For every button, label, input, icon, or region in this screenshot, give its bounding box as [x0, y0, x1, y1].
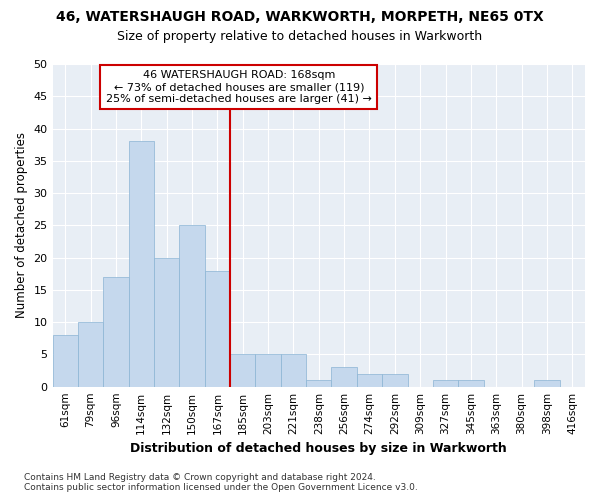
Bar: [230, 354, 256, 386]
Bar: [433, 380, 458, 386]
Bar: [154, 258, 179, 386]
Text: Contains HM Land Registry data © Crown copyright and database right 2024.
Contai: Contains HM Land Registry data © Crown c…: [24, 473, 418, 492]
Bar: [331, 368, 357, 386]
Bar: [281, 354, 306, 386]
Y-axis label: Number of detached properties: Number of detached properties: [15, 132, 28, 318]
Bar: [382, 374, 407, 386]
Bar: [53, 335, 78, 386]
Bar: [534, 380, 560, 386]
Bar: [103, 277, 128, 386]
Bar: [458, 380, 484, 386]
Text: Size of property relative to detached houses in Warkworth: Size of property relative to detached ho…: [118, 30, 482, 43]
Bar: [78, 322, 103, 386]
Text: 46, WATERSHAUGH ROAD, WARKWORTH, MORPETH, NE65 0TX: 46, WATERSHAUGH ROAD, WARKWORTH, MORPETH…: [56, 10, 544, 24]
Bar: [179, 226, 205, 386]
X-axis label: Distribution of detached houses by size in Warkworth: Distribution of detached houses by size …: [130, 442, 507, 455]
Bar: [128, 142, 154, 386]
Bar: [256, 354, 281, 386]
Bar: [357, 374, 382, 386]
Bar: [306, 380, 331, 386]
Text: 46 WATERSHAUGH ROAD: 168sqm
← 73% of detached houses are smaller (119)
25% of se: 46 WATERSHAUGH ROAD: 168sqm ← 73% of det…: [106, 70, 372, 104]
Bar: [205, 270, 230, 386]
